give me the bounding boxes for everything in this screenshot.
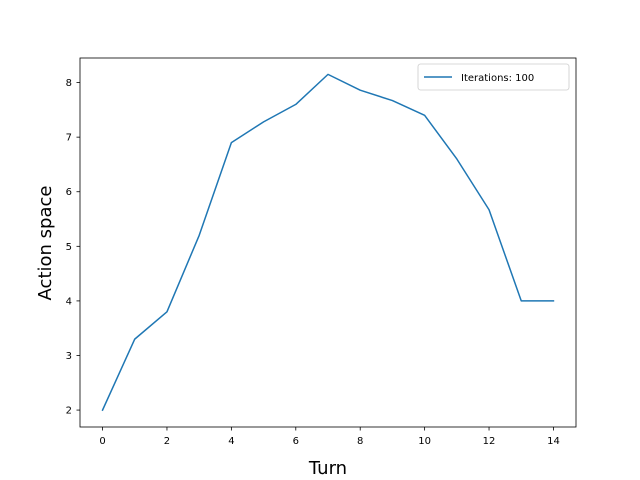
y-tick-label: 6 — [66, 187, 72, 198]
x-tick-label: 14 — [547, 436, 560, 447]
axes-frame — [79, 57, 577, 428]
x-tick-label: 8 — [357, 436, 363, 447]
legend-entry-label: Iterations: 100 — [461, 73, 534, 84]
x-tick-label: 2 — [164, 436, 170, 447]
series-line-0 — [101, 73, 555, 412]
y-tick-label: 2 — [66, 406, 72, 417]
y-tick-label: 5 — [66, 242, 72, 253]
y-tick-label: 4 — [66, 296, 72, 307]
y-tick-label: 7 — [66, 133, 72, 144]
x-tick-label: 4 — [228, 436, 234, 447]
legend-box — [417, 63, 570, 91]
x-tick-label: 6 — [293, 436, 299, 447]
plot-area: 0 2 4 6 8 10 12 14 2 3 4 5 6 7 8 Iterations: 100 — [66, 57, 577, 447]
x-tick-label: 0 — [99, 436, 105, 447]
y-axis-label: Action space — [35, 186, 56, 301]
y-tick-label: 8 — [66, 78, 72, 89]
y-tick-label: 3 — [66, 351, 72, 362]
x-axis-label: Turn — [308, 458, 347, 479]
x-tick-label: 10 — [418, 436, 431, 447]
x-tick-label: 12 — [483, 436, 496, 447]
